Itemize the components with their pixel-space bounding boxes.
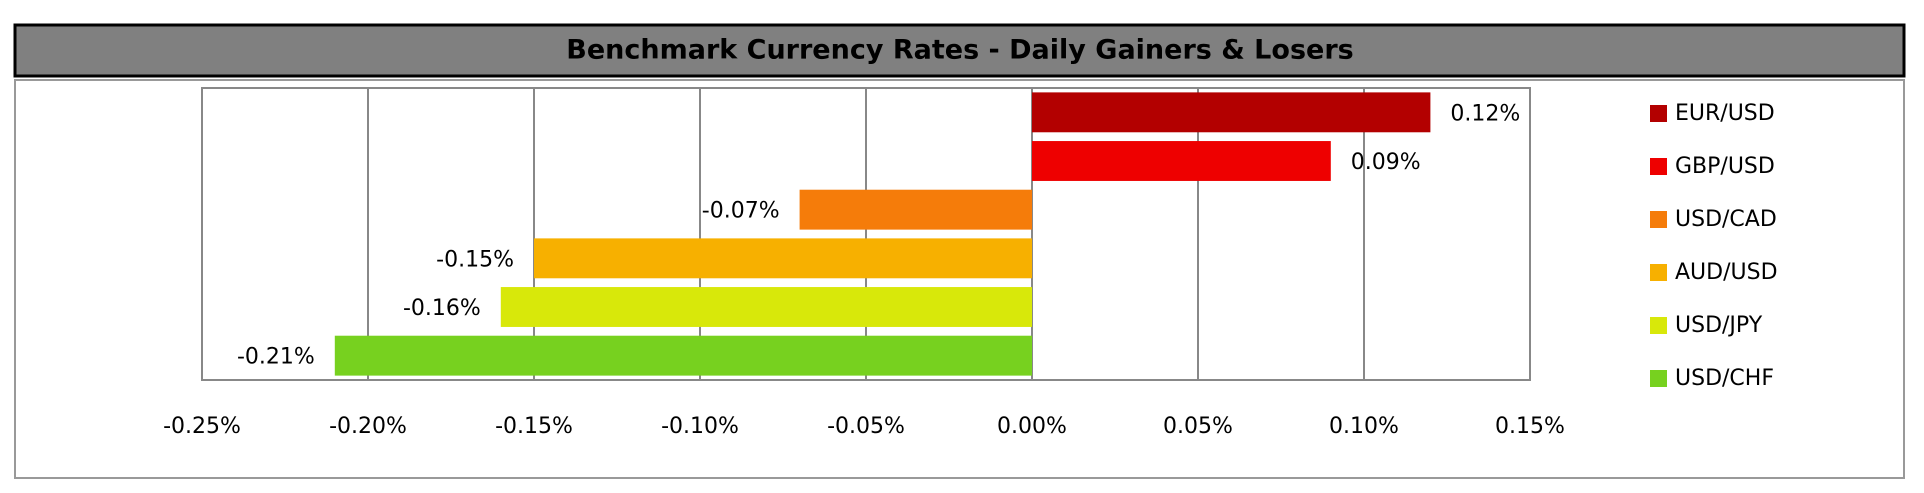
x-tick-label: 0.00%	[997, 414, 1067, 439]
bar	[334, 335, 1032, 376]
legend-swatch	[1650, 317, 1667, 334]
legend-swatch	[1650, 370, 1667, 387]
chart-title: Benchmark Currency Rates - Daily Gainers…	[566, 35, 1353, 66]
legend-label: GBP/USD	[1675, 154, 1775, 179]
x-tick-label: 0.05%	[1163, 414, 1233, 439]
legend-label: USD/JPY	[1675, 313, 1763, 338]
bar	[799, 189, 1032, 230]
bar	[1032, 141, 1331, 181]
legend-swatch	[1650, 211, 1667, 228]
x-tick-label: -0.20%	[329, 414, 407, 439]
legend-swatch	[1650, 264, 1667, 281]
chart-frame	[14, 79, 1905, 479]
legend-swatch	[1650, 105, 1667, 122]
x-tick-label: -0.05%	[827, 414, 905, 439]
x-tick-label: -0.15%	[495, 414, 573, 439]
x-tick-label: -0.10%	[661, 414, 739, 439]
legend-label: EUR/USD	[1675, 101, 1775, 126]
value-label: -0.07%	[702, 199, 780, 224]
value-label: -0.16%	[403, 296, 481, 321]
legend-label: USD/CAD	[1675, 207, 1777, 232]
legend-label: USD/CHF	[1675, 366, 1774, 391]
title-bar	[13, 23, 1906, 78]
value-label: -0.15%	[436, 247, 514, 272]
x-tick-label: 0.15%	[1495, 414, 1565, 439]
x-tick-label: -0.25%	[163, 414, 241, 439]
x-tick-label: 0.10%	[1329, 414, 1399, 439]
bar	[1032, 92, 1431, 133]
legend-label: AUD/USD	[1675, 260, 1778, 285]
legend-swatch	[1650, 158, 1667, 175]
value-label: 0.12%	[1450, 101, 1520, 126]
value-label: 0.09%	[1351, 150, 1421, 175]
bar	[534, 238, 1032, 279]
value-label: -0.21%	[237, 345, 315, 370]
bar	[500, 287, 1032, 327]
